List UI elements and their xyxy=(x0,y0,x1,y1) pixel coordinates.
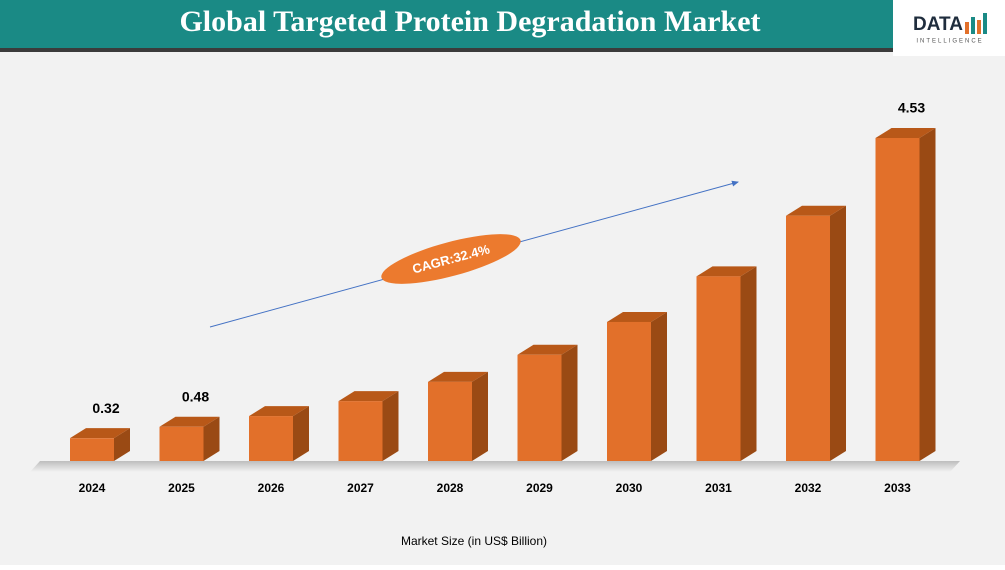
title-bar xyxy=(0,0,893,48)
bar-top xyxy=(786,205,846,216)
bar xyxy=(159,426,204,461)
bar-top xyxy=(249,406,309,417)
bar-side xyxy=(472,371,488,461)
title-underline xyxy=(0,48,893,52)
x-tick-label: 2030 xyxy=(616,481,643,495)
bar-side xyxy=(382,391,399,461)
value-label: 4.53 xyxy=(898,100,925,116)
bar xyxy=(786,215,830,461)
logo-text: DATA xyxy=(913,14,963,35)
x-tick-label: 2027 xyxy=(347,481,374,495)
x-tick-label: 2033 xyxy=(884,481,911,495)
bar-top xyxy=(607,311,667,322)
bar-side xyxy=(919,128,936,461)
x-tick-label: 2031 xyxy=(705,481,732,495)
bar-top xyxy=(338,391,399,402)
bar xyxy=(607,321,651,461)
bar xyxy=(70,438,114,461)
x-tick-label: 2024 xyxy=(79,481,106,495)
bar xyxy=(517,354,562,461)
x-tick-label: 2025 xyxy=(168,481,195,495)
bar-top xyxy=(159,416,220,427)
value-label: 0.32 xyxy=(92,400,119,416)
bar xyxy=(875,138,920,461)
bar-side xyxy=(561,344,578,461)
bar-top xyxy=(428,371,488,382)
bar-side xyxy=(740,266,757,461)
bar xyxy=(338,401,383,461)
bar-top xyxy=(875,128,936,138)
logo-subtext: INTELLIGENCE xyxy=(916,39,983,45)
bar xyxy=(696,276,741,461)
x-tick-label: 2032 xyxy=(795,481,822,495)
x-axis-title: Market Size (in US$ Billion) xyxy=(401,534,547,548)
bar-top xyxy=(696,266,757,277)
x-tick-label: 2026 xyxy=(258,481,285,495)
bar-side xyxy=(830,205,846,461)
floor xyxy=(30,461,960,472)
chart-title: Global Targeted Protein Degradation Mark… xyxy=(179,5,760,38)
x-tick-label: 2028 xyxy=(437,481,464,495)
bar-top xyxy=(70,428,130,439)
bar-side xyxy=(203,416,220,461)
bar-side xyxy=(114,428,130,461)
bar xyxy=(428,381,472,461)
value-label: 0.48 xyxy=(182,388,209,404)
bar xyxy=(249,416,293,461)
x-tick-label: 2029 xyxy=(526,481,553,495)
bar-side xyxy=(651,311,667,461)
logo-icon xyxy=(965,13,987,34)
bar-top xyxy=(517,344,578,355)
bar-side xyxy=(293,406,309,461)
cagr-badge xyxy=(381,234,521,284)
